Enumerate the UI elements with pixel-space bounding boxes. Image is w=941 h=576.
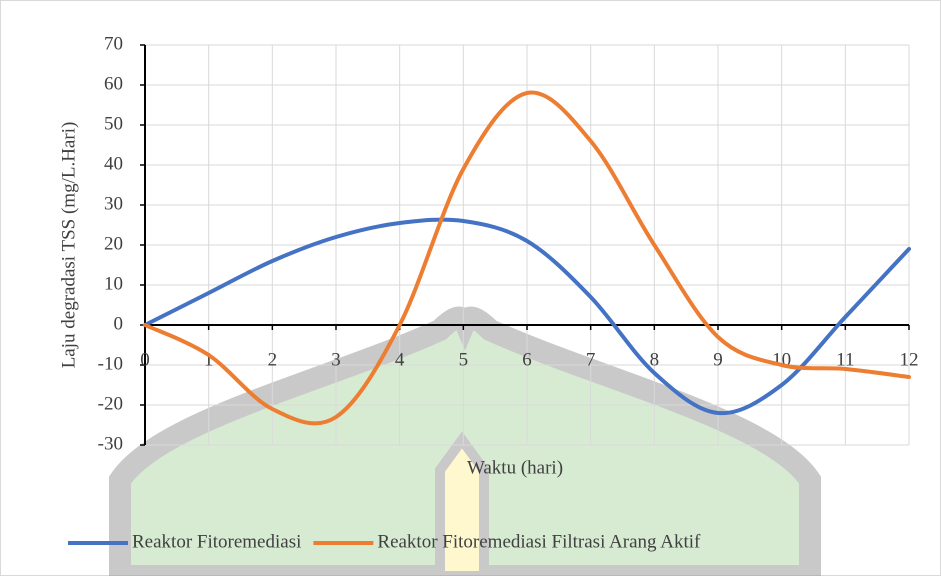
x-tick-label: 4 (395, 349, 405, 370)
y-tick-label: 40 (104, 153, 123, 174)
legend-label: Reaktor Fitoremediasi Filtrasi Arang Akt… (377, 531, 701, 552)
x-tick-label: 3 (331, 349, 341, 370)
x-tick-label: 0 (140, 349, 150, 370)
x-tick-label: 9 (713, 349, 723, 370)
y-tick-label: 60 (104, 73, 123, 94)
x-tick-label: 7 (586, 349, 596, 370)
x-tick-label: 6 (522, 349, 532, 370)
y-tick-label: -10 (98, 353, 123, 374)
x-tick-label: 2 (268, 349, 278, 370)
x-axis-title: Waktu (hari) (467, 457, 563, 478)
y-tick-label: 0 (114, 313, 124, 334)
y-tick-label: -20 (98, 393, 123, 414)
y-tick-label: 70 (104, 33, 123, 54)
y-tick-label: 30 (104, 193, 123, 214)
y-tick-label: 50 (104, 113, 123, 134)
y-tick-label: -30 (98, 433, 123, 454)
legend-label: Reaktor Fitoremediasi (132, 531, 301, 552)
y-tick-label: 10 (104, 273, 123, 294)
x-tick-label: 5 (459, 349, 469, 370)
chart: Laju degradasi TSS (mg/L.Hari) Waktu (ha… (0, 0, 941, 576)
y-tick-label: 20 (104, 233, 123, 254)
y-axis-title: Laju degradasi TSS (mg/L.Hari) (58, 122, 79, 369)
x-tick-label: 12 (900, 349, 919, 370)
